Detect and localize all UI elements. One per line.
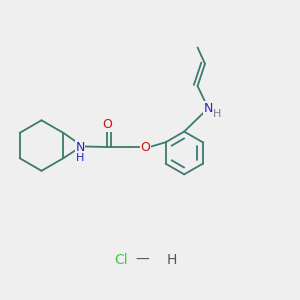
- Text: H: H: [213, 109, 222, 119]
- Text: H: H: [76, 153, 84, 163]
- Text: —: —: [136, 253, 149, 267]
- Text: Cl: Cl: [114, 253, 128, 267]
- Text: H: H: [166, 253, 177, 267]
- Text: O: O: [102, 118, 112, 131]
- Text: N: N: [76, 140, 85, 154]
- Text: O: O: [141, 140, 151, 154]
- Text: N: N: [203, 102, 213, 115]
